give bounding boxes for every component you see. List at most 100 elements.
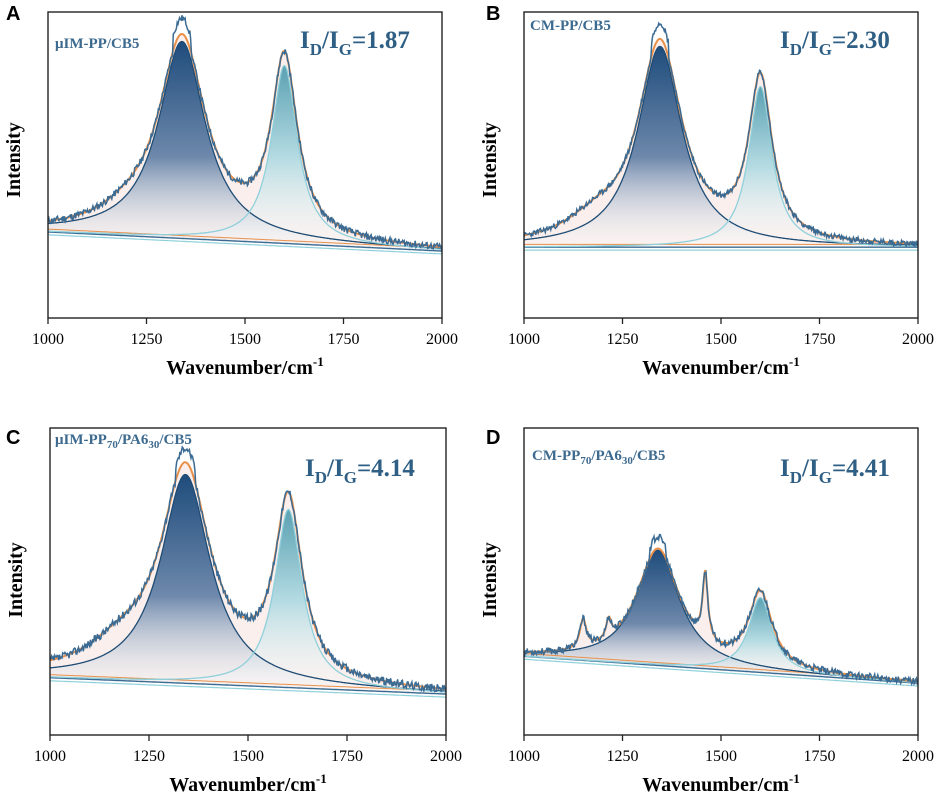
sample-label-sub: 70 <box>580 455 592 467</box>
baseline-line-tertiary <box>50 674 446 692</box>
x-axis-title-text: Wavenumber/cm <box>642 357 789 379</box>
ratio-prefix: I <box>305 455 315 482</box>
baseline-line <box>50 677 446 695</box>
panel-c: 1000 1250 1500 1750 2000 Wavenumber/cm-1 Inten… <box>5 427 462 796</box>
sample-label-main: CM-PP <box>532 448 580 464</box>
axis-frame <box>523 11 919 319</box>
x-tick-label: 1000 <box>508 331 540 348</box>
sample-label-main: μIM-PP/CB5 <box>55 36 139 52</box>
x-tick-label: 1000 <box>34 748 66 765</box>
axis-frame <box>47 11 443 319</box>
x-tick-label: 1500 <box>705 331 737 348</box>
d-band-line <box>48 40 442 250</box>
ratio-sub-g: G <box>344 468 357 487</box>
ratio-sub-d: D <box>790 40 802 59</box>
sample-label-main: μIM-PP <box>55 432 107 448</box>
panel-letter: B <box>486 3 500 25</box>
x-axis-title-text: Wavenumber/cm <box>642 774 789 796</box>
baseline-line-tertiary <box>48 228 442 249</box>
ratio-sub-g: G <box>339 40 352 59</box>
baseline-line-secondary <box>50 680 446 698</box>
panel-letter: D <box>486 427 500 449</box>
ratio-slash: /I <box>801 455 819 482</box>
d-band-fill <box>524 46 918 248</box>
sample-label-main: CM-PP/CB5 <box>530 18 611 34</box>
plot-area <box>50 445 446 698</box>
y-axis-title: Intensity <box>479 542 501 618</box>
y-axis-title: Intensity <box>3 122 25 198</box>
x-tick-label: 2000 <box>902 748 934 765</box>
baseline-line <box>48 231 442 252</box>
ratio-prefix: I <box>300 27 310 54</box>
raw-spectrum-line <box>524 21 918 248</box>
ratio-prefix: I <box>780 455 790 482</box>
sample-label: μIM-PP70/PA630/CB5 <box>55 432 192 451</box>
x-axis-title-text: Wavenumber/cm <box>166 357 313 379</box>
panel-b: 1000 1250 1500 1750 2000 Wavenumber/cm-1 Inten… <box>479 3 934 379</box>
ratio-value: =4.14 <box>357 455 415 482</box>
x-tick-label: 1000 <box>32 331 64 348</box>
x-tick-label: 1250 <box>133 748 165 765</box>
x-tick-label: 2000 <box>426 331 458 348</box>
id-ig-ratio-label: ID/IG=2.30 <box>780 27 890 59</box>
panel-d: 1000 1250 1500 1750 2000 Wavenumber/cm-1 Inten… <box>479 427 934 796</box>
sample-label-mid: /PA6 <box>590 448 622 464</box>
ratio-prefix: I <box>780 27 790 54</box>
id-ig-ratio-label: ID/IG=4.14 <box>305 455 415 487</box>
ratio-slash: /I <box>321 27 339 54</box>
y-axis-title: Intensity <box>479 122 501 198</box>
x-axis-title-sup: -1 <box>789 771 800 786</box>
x-tick-label: 2000 <box>430 748 462 765</box>
id-ig-ratio-label: ID/IG=1.87 <box>300 27 410 59</box>
ratio-sub-d: D <box>310 40 322 59</box>
panel-letter: C <box>6 427 20 449</box>
x-axis-title-sup: -1 <box>313 354 324 369</box>
x-tick-label: 2000 <box>902 331 934 348</box>
x-tick-label: 1250 <box>607 748 639 765</box>
sample-label-sub: 70 <box>107 439 119 451</box>
ratio-slash: /I <box>326 455 344 482</box>
panel-letter: A <box>6 3 20 25</box>
x-tick-label: 1750 <box>328 331 360 348</box>
ratio-value: =1.87 <box>352 27 410 54</box>
ratio-sub-d: D <box>315 468 327 487</box>
ratio-sub-d: D <box>790 468 802 487</box>
sample-label-sub: 30 <box>148 439 160 451</box>
x-tick-label: 1750 <box>804 331 836 348</box>
sample-label-mid: /PA6 <box>117 432 149 448</box>
d-band-fill <box>50 474 446 695</box>
ratio-value: =4.41 <box>832 455 890 482</box>
baseline-line-secondary <box>48 234 442 255</box>
x-axis-title: Wavenumber/cm-1 <box>642 771 800 796</box>
x-axis-title: Wavenumber/cm-1 <box>642 354 800 379</box>
x-tick-label: 1500 <box>232 748 264 765</box>
sample-label: CM-PP/CB5 <box>530 18 611 34</box>
plot-area <box>524 21 918 251</box>
d-band-line <box>50 473 446 692</box>
x-tick-label: 1500 <box>705 748 737 765</box>
x-axis-title: Wavenumber/cm-1 <box>166 354 324 379</box>
g-band-line <box>50 508 446 693</box>
x-axis-title: Wavenumber/cm-1 <box>169 771 327 796</box>
plot-area <box>48 15 442 255</box>
x-tick-label: 1500 <box>229 331 261 348</box>
x-tick-label: 1750 <box>331 748 363 765</box>
x-tick-label: 1000 <box>508 748 540 765</box>
raw-spectrum-line <box>50 445 446 694</box>
x-axis-title-sup: -1 <box>316 771 327 786</box>
x-tick-label: 1250 <box>131 331 163 348</box>
ratio-slash: /I <box>801 27 819 54</box>
sample-label-end: /CB5 <box>632 448 666 464</box>
x-axis-title-sup: -1 <box>789 354 800 369</box>
id-ig-ratio-label: ID/IG=4.41 <box>780 455 890 487</box>
sample-label-sub: 30 <box>622 455 634 467</box>
ratio-sub-g: G <box>819 40 832 59</box>
x-axis-title-text: Wavenumber/cm <box>169 774 316 796</box>
ratio-sub-g: G <box>819 468 832 487</box>
g-band-line <box>524 85 918 248</box>
baseline-line-secondary <box>524 658 918 687</box>
raw-spectrum-line <box>48 15 442 251</box>
x-tick-label: 1250 <box>607 331 639 348</box>
y-axis-title: Intensity <box>5 542 27 618</box>
